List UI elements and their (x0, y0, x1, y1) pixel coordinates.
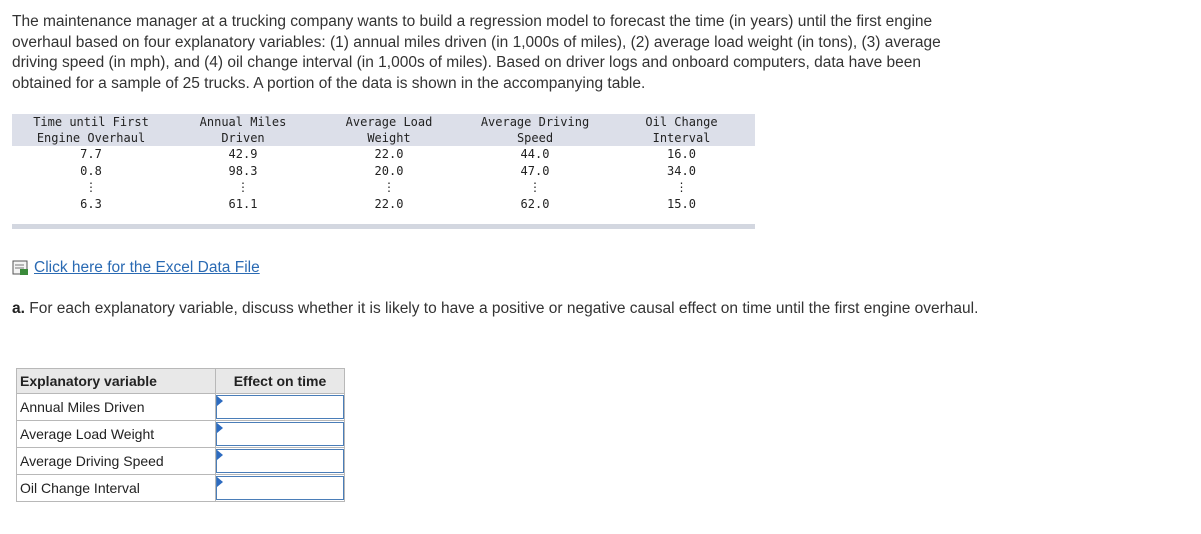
header-row: Time until First Engine Overhaul Annual Mi… (12, 114, 755, 146)
effect-dropdown[interactable] (216, 449, 344, 473)
data-table: Time until First Engine Overhaul Annual Mi… (12, 114, 755, 212)
data-cell: 98.3 (228, 163, 258, 178)
header-cell: Time until First Engine Overhaul (12, 114, 170, 146)
header-cell: Average Driving Speed (462, 114, 608, 146)
header-cell: Effect on time (215, 368, 345, 394)
variable-cell: Annual Miles Driven (16, 393, 216, 421)
data-row: 6.3 61.1 22.0 62.0 15.0 (12, 196, 755, 213)
intro-line: overhaul based on four explanatory varia… (12, 33, 941, 51)
data-cell: ⋮ (85, 180, 97, 195)
excel-link[interactable]: Click here for the Excel Data File (12, 259, 260, 277)
answer-cell (215, 420, 345, 448)
data-cell: 47.0 (520, 163, 550, 178)
answer-table: Explanatory variable Effect on time Annual… (16, 368, 345, 502)
header-line: Weight (367, 131, 411, 145)
effect-dropdown[interactable] (216, 395, 344, 419)
variable-cell: Average Load Weight (16, 420, 216, 448)
header-cell: Average Load Weight (316, 114, 462, 146)
intro-line: driving speed (in mph), and (4) oil chan… (12, 54, 921, 71)
data-cell: ⋮ (529, 180, 541, 195)
answer-cell (215, 474, 345, 502)
link-text[interactable]: Click here for the Excel Data File (34, 259, 260, 276)
variable-cell: Average Driving Speed (16, 447, 216, 475)
table-bottom-bar (12, 224, 755, 229)
data-cell: 16.0 (667, 147, 696, 162)
header-line: Average Driving (480, 115, 590, 129)
data-cell: 6.3 (80, 196, 102, 211)
data-cell: 42.9 (228, 147, 258, 162)
data-cell: 20.0 (374, 163, 404, 178)
header-line: Interval (652, 131, 711, 145)
intro-line: The maintenance manager at a trucking co… (12, 13, 933, 30)
data-row: 0.8 98.3 20.0 47.0 34.0 (12, 163, 755, 180)
header-line: Annual Miles (199, 115, 287, 129)
header-line: Oil Change (645, 115, 718, 129)
data-cell: 44.0 (520, 147, 550, 162)
header-line: Time until First (33, 115, 149, 129)
header-cell: Explanatory variable (16, 368, 216, 394)
data-cell: 7.7 (80, 147, 102, 162)
header-line: Average Load (345, 115, 433, 129)
data-cell: ⋮ (675, 180, 688, 195)
header-line: Speed (516, 131, 554, 145)
answer-row: Oil Change Interval (16, 474, 345, 502)
header-line: Driven (221, 131, 265, 145)
data-cell: 22.0 (374, 196, 404, 211)
intro-line: obtained for a sample of 25 trucks. A po… (12, 74, 646, 92)
question: a. For each explanatory variable, discus… (12, 299, 1072, 319)
data-cell: 62.0 (520, 196, 550, 211)
variable-cell: Oil Change Interval (16, 474, 216, 502)
effect-dropdown[interactable] (216, 422, 344, 446)
question-text: For each explanatory variable, discuss w… (29, 300, 979, 317)
header-line: Engine Overhaul (36, 131, 146, 145)
header-row: Explanatory variable Effect on time (16, 368, 345, 394)
data-cell: 22.0 (374, 147, 404, 162)
data-row: 7.7 42.9 22.0 44.0 16.0 (12, 146, 755, 163)
answer-cell (215, 393, 345, 421)
answer-row: Average Driving Speed (16, 447, 345, 475)
data-cell: 0.8 (80, 163, 102, 178)
effect-dropdown[interactable] (216, 476, 344, 500)
data-cell: 61.1 (228, 196, 258, 211)
data-cell: 15.0 (667, 196, 696, 211)
data-cell: ⋮ (383, 180, 395, 195)
header-cell: Oil Change Interval (608, 114, 755, 146)
data-cell: 34.0 (667, 163, 696, 178)
excel-icon (12, 260, 28, 275)
question-label: a. (12, 300, 25, 317)
answer-row: Average Load Weight (16, 420, 345, 448)
answer-row: Annual Miles Driven (16, 393, 345, 421)
answer-cell (215, 447, 345, 475)
intro-paragraph: The maintenance manager at a trucking co… (12, 12, 941, 94)
header-cell: Annual Miles Driven (170, 114, 316, 146)
data-row: ⋮ ⋮ ⋮ ⋮ ⋮ (12, 179, 755, 196)
data-cell: ⋮ (237, 180, 249, 195)
